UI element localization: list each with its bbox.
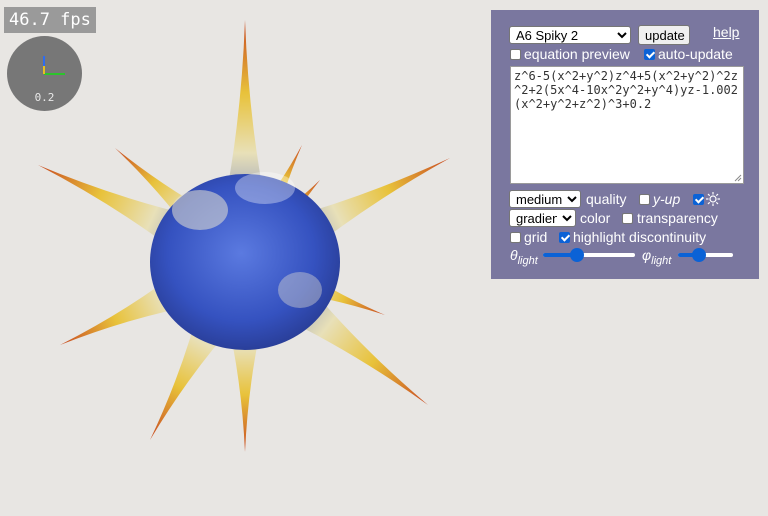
update-button[interactable]: update <box>638 25 690 45</box>
equation-preview-checkbox[interactable] <box>510 49 521 60</box>
sun-icon <box>706 192 720 206</box>
theta-light-slider[interactable] <box>543 248 635 262</box>
y-up-label: y-up <box>653 191 681 207</box>
phi-light-label: φlight <box>642 247 672 267</box>
resize-grip-icon[interactable] <box>734 174 742 182</box>
transparency-label: transparency <box>637 210 718 226</box>
quality-select[interactable]: medium <box>509 190 581 208</box>
surface-select[interactable]: A6 Spiky 2 <box>509 26 631 44</box>
y-up-checkbox[interactable] <box>639 194 650 205</box>
gizmo-scale-label: 0.2 <box>34 91 55 104</box>
auto-update-checkbox[interactable] <box>644 49 655 60</box>
highlight-discontinuity-checkbox[interactable] <box>559 232 570 243</box>
color-select[interactable]: gradient <box>509 209 576 227</box>
theta-light-label: θlight <box>510 247 538 267</box>
control-panel: A6 Spiky 2 update help equation preview … <box>491 10 759 279</box>
sun-checkbox[interactable] <box>693 194 704 205</box>
grid-checkbox[interactable] <box>510 232 521 243</box>
axes-icon <box>43 56 65 75</box>
surface-spike <box>225 20 265 202</box>
axes-gizmo: 0.2 <box>7 36 82 111</box>
fps-counter: 46.7 fps <box>4 7 96 33</box>
color-label: color <box>580 210 611 226</box>
equation-textarea[interactable]: z^6-5(x^2+y^2)z^4+5(x^2+y^2)^2z^2+2(5x^4… <box>510 66 744 184</box>
highlight-discontinuity-label: highlight discontinuity <box>573 229 707 245</box>
equation-preview-label: equation preview <box>524 46 630 62</box>
transparency-checkbox[interactable] <box>622 213 633 224</box>
help-link[interactable]: help <box>713 24 740 40</box>
quality-label: quality <box>586 191 627 207</box>
phi-light-slider[interactable] <box>678 248 733 262</box>
grid-label: grid <box>524 229 548 245</box>
auto-update-label: auto-update <box>658 46 733 62</box>
